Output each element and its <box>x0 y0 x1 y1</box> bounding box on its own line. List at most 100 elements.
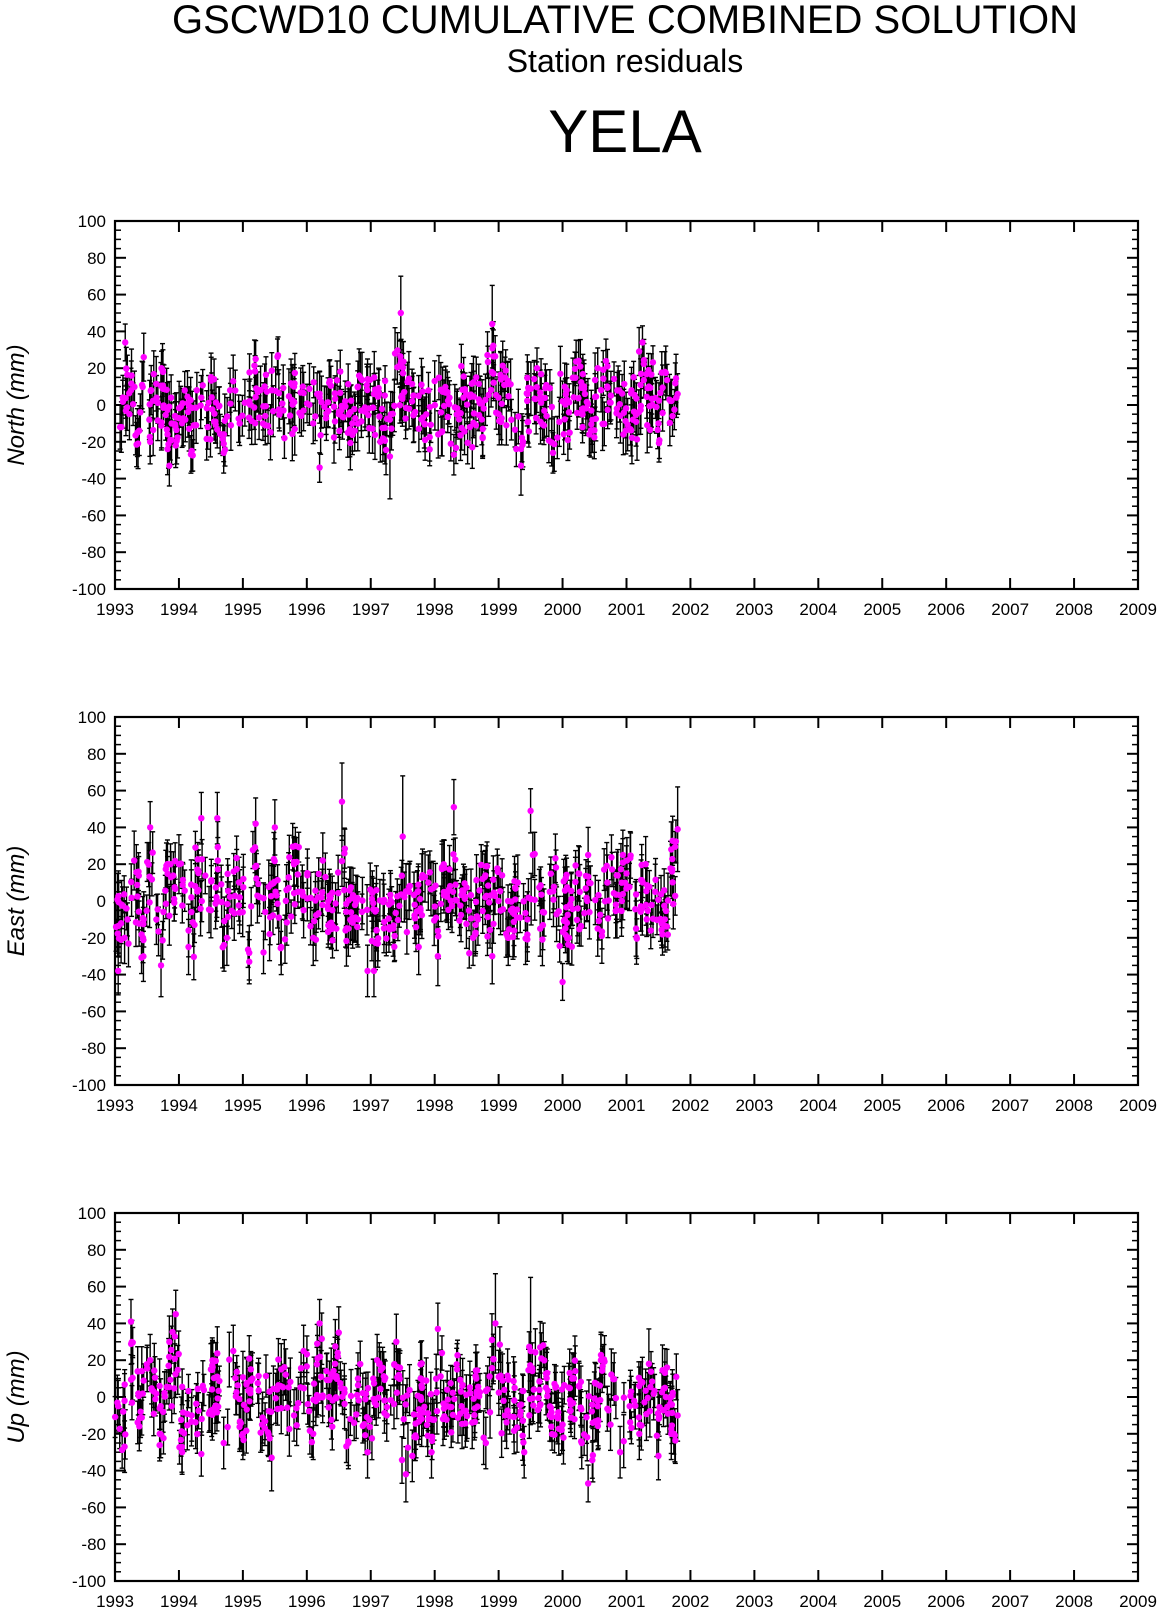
data-point <box>640 360 648 368</box>
data-point <box>513 445 520 453</box>
x-tick-label: 1994 <box>160 1096 198 1115</box>
y-tick-label: 100 <box>78 708 106 727</box>
data-point <box>127 387 135 394</box>
data-point <box>403 928 411 936</box>
data-point <box>505 934 512 941</box>
data-point <box>513 906 521 913</box>
data-point <box>402 415 409 422</box>
data-point <box>262 412 269 420</box>
data-point <box>652 394 659 402</box>
data-point <box>120 891 128 898</box>
data-point <box>374 935 382 942</box>
x-tick-label: 2007 <box>991 1096 1029 1115</box>
data-point <box>119 398 127 405</box>
data-point <box>490 342 497 349</box>
data-point <box>505 392 512 400</box>
data-point <box>562 391 570 398</box>
data-point <box>205 399 212 406</box>
data-point <box>146 824 154 831</box>
data-point <box>635 348 643 355</box>
data-point <box>661 902 668 909</box>
data-point <box>421 436 429 444</box>
data-point <box>591 376 599 384</box>
data-point <box>441 864 448 872</box>
data-point <box>551 440 558 448</box>
data-point <box>387 891 394 899</box>
data-point <box>485 391 492 399</box>
y-tick-label: -100 <box>72 1076 106 1095</box>
data-point <box>394 916 402 924</box>
x-tick-label: 2009 <box>1119 600 1157 619</box>
data-point <box>381 392 388 399</box>
data-point <box>133 441 140 448</box>
data-point <box>537 389 544 396</box>
data-point <box>494 868 502 876</box>
data-point <box>269 407 277 415</box>
data-point <box>466 423 474 431</box>
data-point <box>643 916 650 923</box>
data-point <box>524 374 531 382</box>
data-point <box>218 898 225 906</box>
data-point <box>188 894 195 901</box>
data-point <box>653 916 661 924</box>
data-point <box>253 875 260 882</box>
data-point <box>631 391 638 399</box>
data-point <box>608 866 616 873</box>
station-name: YELA <box>548 98 702 165</box>
data-point <box>147 387 154 395</box>
data-point <box>594 365 601 372</box>
data-point <box>661 368 669 376</box>
data-point <box>671 892 679 900</box>
data-point <box>389 925 397 932</box>
data-point <box>431 377 438 385</box>
data-point <box>322 873 329 881</box>
data-point <box>224 900 231 908</box>
data-point <box>597 911 604 919</box>
data-point <box>162 887 169 894</box>
data-point <box>352 415 359 422</box>
data-point <box>621 380 628 388</box>
data-point <box>146 438 154 445</box>
data-point <box>380 925 388 932</box>
data-point <box>492 353 499 360</box>
data-point <box>185 927 192 934</box>
data-point <box>546 385 554 392</box>
data-point <box>425 387 432 394</box>
data-point <box>652 876 659 884</box>
data-point <box>405 888 413 895</box>
data-point <box>347 884 355 891</box>
data-point <box>304 872 311 879</box>
data-point <box>226 387 234 394</box>
data-point <box>574 905 581 912</box>
data-point <box>489 953 496 960</box>
data-point <box>218 881 225 888</box>
data-point <box>655 420 662 427</box>
data-point <box>338 857 346 865</box>
data-point <box>371 431 379 439</box>
data-point <box>316 390 323 397</box>
data-point <box>655 896 662 903</box>
y-axis-label: North (mm) <box>3 344 30 465</box>
data-point <box>545 437 553 444</box>
data-point <box>114 930 121 937</box>
data-point <box>415 392 422 399</box>
data-point <box>383 935 390 942</box>
data-point <box>632 411 640 418</box>
data-point <box>560 431 567 438</box>
data-point <box>160 404 167 411</box>
data-point <box>627 427 635 434</box>
data-point <box>460 373 467 380</box>
data-point <box>437 409 445 416</box>
data-point <box>331 395 339 402</box>
data-point <box>566 399 573 406</box>
data-point <box>380 897 387 905</box>
data-point <box>397 309 405 317</box>
data-point <box>583 894 590 902</box>
data-point <box>160 385 168 393</box>
data-point <box>486 926 494 934</box>
data-point <box>162 411 169 419</box>
data-point <box>249 846 257 854</box>
data-point <box>202 872 209 879</box>
y-tick-label: -40 <box>81 966 106 985</box>
data-point <box>351 427 358 434</box>
